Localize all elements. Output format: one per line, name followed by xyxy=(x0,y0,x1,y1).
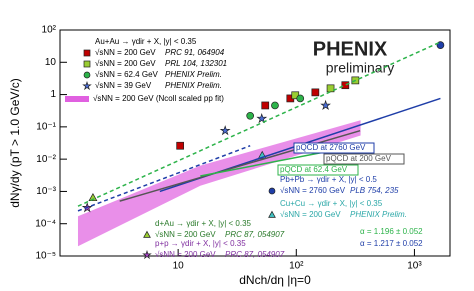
legend-title: Au+Au → γdir + X, |y| < 0.35 xyxy=(95,37,197,46)
legend-swatch xyxy=(65,96,89,102)
x-tick-label: 10² xyxy=(289,261,304,272)
y-tick-label: 10⁻² xyxy=(36,154,56,165)
line-label: pQCD at 2760 GeV xyxy=(296,143,366,152)
marker-circle xyxy=(268,187,276,195)
marker-circle xyxy=(83,71,91,79)
marker-star xyxy=(219,125,231,136)
x-tick-label: 10³ xyxy=(407,261,422,272)
line xyxy=(77,41,441,207)
y-tick-label: 1 xyxy=(50,89,56,100)
legend-label: √sNN = 39 GeV xyxy=(95,81,152,90)
logo-subtitle: preliminary xyxy=(326,60,394,76)
logo-title: PHENIX xyxy=(313,38,388,60)
line-label: pQCD at 200 GeV xyxy=(326,154,392,163)
legend-ref: PLB 754, 235 xyxy=(350,186,399,195)
marker-star xyxy=(142,249,152,260)
marker-square xyxy=(83,60,91,68)
legend-ref: PRC 87, 054907 xyxy=(225,230,285,239)
y-tick-label: 10⁻⁵ xyxy=(35,251,56,262)
line-label: pQCD at 62.4 GeV xyxy=(280,165,348,174)
line xyxy=(77,145,251,212)
line xyxy=(200,150,331,177)
x-axis-label: dNch/dη |η=0 xyxy=(239,273,311,287)
legend-label: √sNN = 200 GeV xyxy=(155,250,216,259)
marker-square xyxy=(176,141,185,150)
line-label-box xyxy=(323,153,405,165)
marker-star xyxy=(320,99,331,110)
y-axis-label: dNγ/dy (pT > 1.0 GeV/c) xyxy=(8,78,22,208)
plot-frame xyxy=(59,29,451,257)
marker-star xyxy=(82,80,92,91)
legend-ref: PRC 87, 054907 xyxy=(225,250,285,259)
y-tick-label: 10⁻⁴ xyxy=(35,218,56,229)
legend-label: √sNN = 2760 GeV xyxy=(280,186,346,195)
legend-label: √sNN = 62.4 GeV xyxy=(95,70,159,79)
marker-triangle xyxy=(88,192,98,202)
legend-label: √sNN = 200 GeV xyxy=(95,59,156,68)
line xyxy=(119,129,361,202)
legend-ref: PHENIX Prelim. xyxy=(165,81,222,90)
marker-square xyxy=(311,88,320,97)
marker-star xyxy=(256,113,268,124)
marker-square xyxy=(83,49,91,57)
line-label-box xyxy=(277,164,359,176)
y-tick-label: 10⁻¹ xyxy=(36,121,56,132)
fit-label: α = 1.217 ± 0.052 xyxy=(360,239,423,248)
marker-square xyxy=(341,81,350,90)
y-tick-label: 10⁻³ xyxy=(36,186,56,197)
marker-circle xyxy=(246,111,255,120)
legend-ref: PRC 91, 064904 xyxy=(165,48,225,57)
x-tick-label: 10 xyxy=(173,261,185,272)
legend-ref: PHENIX Prelim. xyxy=(165,70,222,79)
marker-square xyxy=(261,101,270,110)
line-label-box xyxy=(293,142,375,154)
y-tick-label: 10² xyxy=(42,25,57,36)
legend-ref: PHENIX Prelim. xyxy=(350,210,407,219)
legend-title: d+Au → γdir + X, |y| < 0.35 xyxy=(155,219,252,228)
marker-circle xyxy=(296,94,305,103)
legend-label: √sNN = 200 GeV xyxy=(95,48,156,57)
legend-title: Cu+Cu → γdir + X, |y| < 0.35 xyxy=(280,199,383,208)
y-tick-label: 10 xyxy=(45,57,57,68)
fit-label: α = 1.196 ± 0.052 xyxy=(360,227,423,236)
marker-triangle xyxy=(143,230,151,238)
marker-circle xyxy=(271,101,279,110)
legend-title: p+p → γdir + X, |y| < 0.35 xyxy=(155,239,246,248)
legend-ref: PRL 104, 132301 xyxy=(165,59,227,68)
marker-triangle xyxy=(268,210,276,218)
marker-square xyxy=(326,84,335,93)
legend-label: √sNN = 200 GeV xyxy=(155,230,216,239)
legend-label: √sNN = 200 GeV xyxy=(280,210,341,219)
legend-label: √sNN = 200 GeV (Ncoll scaled pp fit) xyxy=(93,94,224,103)
legend-title: Pb+Pb → γdir + X, |y| < 0.5 xyxy=(280,175,377,184)
